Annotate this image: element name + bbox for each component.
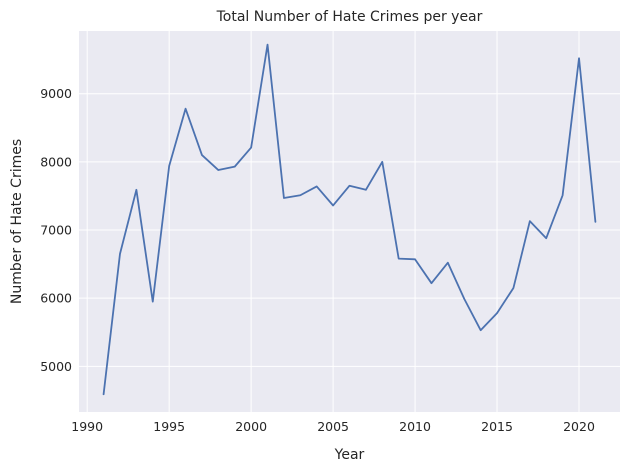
plot-area [79,31,620,412]
y-gridlines [79,93,620,367]
data-point [134,188,138,192]
data-point [282,196,286,200]
x-tick-label: 1995 [153,419,185,434]
data-point [413,257,417,261]
x-tick-label: 2020 [563,419,595,434]
y-tick-label: 6000 [40,291,72,306]
chart-title: Total Number of Hate Crimes per year [216,9,483,25]
data-point [298,193,302,197]
x-tick-labels: 1990 1995 2000 2005 2010 2015 2020 [71,419,595,434]
x-tick-label: 2015 [481,419,513,434]
data-point [348,184,352,188]
y-tick-label: 8000 [40,154,72,169]
y-tick-label: 9000 [40,86,72,101]
y-tick-label: 7000 [40,223,72,238]
data-point [593,220,597,224]
y-tick-labels: 5000 6000 7000 8000 9000 [40,86,72,374]
data-point [184,107,188,111]
data-point [528,219,532,223]
data-point [200,153,204,157]
data-point [216,168,220,172]
data-point [167,164,171,168]
x-axis-title: Year [334,447,365,463]
data-point [151,300,155,304]
data-point [397,257,401,261]
data-point [511,286,515,290]
data-point [233,165,237,169]
data-point [561,193,565,197]
data-point [479,328,483,332]
data-point [544,236,548,240]
data-point [102,392,106,396]
data-point [380,160,384,164]
series-line [102,43,597,396]
x-tick-label: 2005 [317,419,349,434]
x-tick-label: 2010 [399,419,431,434]
x-tick-label: 2000 [235,419,267,434]
data-point [462,297,466,301]
x-gridlines [86,31,580,412]
data-point [446,261,450,265]
data-point [315,184,319,188]
y-axis-title: Number of Hate Crimes [9,139,25,304]
data-point [249,146,253,150]
data-point [266,43,270,47]
data-point [495,311,499,315]
data-point [364,188,368,192]
x-tick-label: 1990 [71,419,103,434]
data-point [577,56,581,60]
data-point [429,281,433,285]
data-point [118,252,122,256]
data-point [331,203,335,207]
y-tick-label: 5000 [40,359,72,374]
